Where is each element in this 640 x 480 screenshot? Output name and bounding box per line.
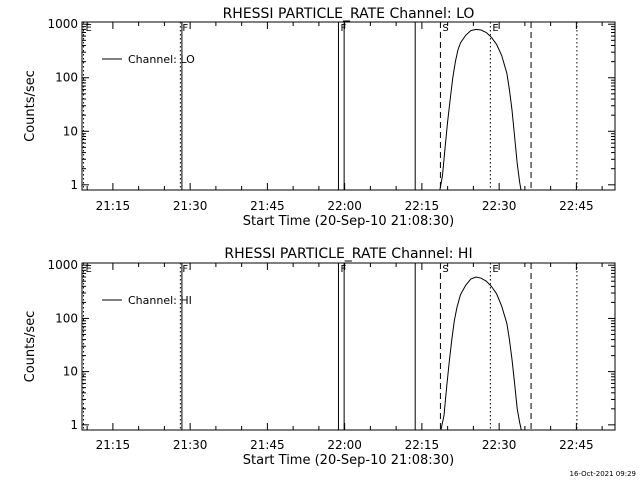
x-tick-label-3: 22:00 (327, 438, 362, 452)
y-tick-label-0: 1 (70, 178, 78, 192)
plot-frame (81, 262, 616, 431)
marker-label-3: F (340, 264, 346, 275)
x-tick-label-2: 21:45 (250, 438, 285, 452)
plot-area (83, 22, 578, 190)
x-tick-label-0: 21:15 (96, 438, 131, 452)
marker-label-6: S (442, 264, 448, 275)
x-tick-label-3: 22:00 (327, 199, 362, 213)
y-tick-label-1: 10 (63, 124, 78, 138)
marker-label-6: S (442, 23, 448, 34)
y-tick-label-2: 100 (55, 311, 78, 325)
chart-title: RHESSI PARTICLE_RATE Channel: HI (224, 246, 472, 262)
x-tick-label-1: 21:30 (173, 199, 208, 213)
footer-timestamp: 16-Oct-2021 09:29 (570, 470, 636, 478)
x-axis-label: Start Time (20-Sep-10 21:08:30) (243, 214, 454, 229)
plot-frame (81, 21, 616, 191)
marker-label-0: E (86, 23, 92, 34)
x-tick-label-4: 22:15 (405, 199, 440, 213)
x-axis-label: Start Time (20-Sep-10 21:08:30) (243, 453, 454, 468)
y-tick-label-3: 1000 (47, 17, 78, 31)
series-line-0 (439, 28, 522, 190)
y-tick-label-3: 1000 (47, 258, 78, 272)
y-tick-label-1: 10 (63, 365, 78, 379)
marker-label-3: F (340, 23, 346, 34)
x-tick-label-6: 22:45 (559, 438, 594, 452)
x-tick-label-1: 21:30 (173, 438, 208, 452)
legend-label: Channel: HI (128, 294, 192, 307)
x-tick-label-4: 22:15 (405, 438, 440, 452)
x-tick-label-5: 22:30 (482, 438, 517, 452)
x-tick-label-0: 21:15 (96, 199, 131, 213)
series-line-0 (440, 276, 522, 430)
chart-panel-hi: RHESSI PARTICLE_RATE Channel: HI E F F S E 1 10… (23, 246, 616, 468)
chart-title: RHESSI PARTICLE_RATE Channel: LO (223, 6, 475, 22)
x-tick-label-5: 22:30 (482, 199, 517, 213)
marker-label-7: E (492, 264, 498, 275)
plot-area (83, 263, 578, 430)
chart-panel-lo: RHESSI PARTICLE_RATE Channel: LO E F F S E 1 10… (23, 6, 616, 229)
y-tick-label-0: 1 (70, 418, 78, 432)
legend-label: Channel: LO (128, 53, 195, 66)
marker-label-1: F (182, 23, 188, 34)
y-axis-label: Counts/sec (23, 70, 38, 142)
x-tick-label-6: 22:45 (559, 199, 594, 213)
x-tick-label-2: 21:45 (250, 199, 285, 213)
y-axis-label: Counts/sec (23, 311, 38, 383)
marker-label-7: E (492, 23, 498, 34)
y-tick-label-2: 100 (55, 71, 78, 85)
marker-label-1: F (182, 264, 188, 275)
marker-label-0: E (86, 264, 92, 275)
